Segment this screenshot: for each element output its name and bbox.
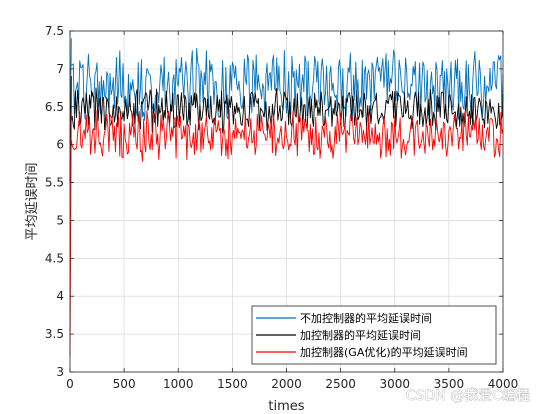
y-axis-ticks: 3 3.5 4 4.5 5 5.5 6 6.5 7 7.5 bbox=[45, 24, 503, 379]
x-tick-label: 4000 bbox=[488, 377, 519, 391]
x-tick-label: 2000 bbox=[271, 377, 302, 391]
x-axis-label: times bbox=[268, 399, 304, 414]
x-tick-label: 0 bbox=[66, 377, 74, 391]
series-line bbox=[69, 76, 504, 183]
series-line bbox=[69, 38, 504, 145]
y-tick-label: 6 bbox=[56, 138, 64, 152]
y-tick-label: 5.5 bbox=[45, 176, 64, 190]
x-tick-label: 3500 bbox=[434, 377, 465, 391]
x-tick-label: 500 bbox=[113, 377, 136, 391]
watermark: CSDN @我爱C编程 bbox=[406, 388, 530, 404]
x-tick-label: 2500 bbox=[325, 377, 356, 391]
legend-label: 加控制器(GA优化)的平均延误时间 bbox=[300, 345, 468, 359]
y-tick-label: 3.5 bbox=[45, 327, 64, 341]
y-tick-label: 4.5 bbox=[45, 251, 64, 265]
y-tick-label: 7 bbox=[56, 62, 64, 76]
y-tick-label: 4 bbox=[56, 289, 64, 303]
x-axis-ticks: 0 500 1000 1500 2000 2500 3000 3500 4000 bbox=[66, 31, 518, 391]
series-lines bbox=[69, 38, 504, 357]
x-tick-label: 1000 bbox=[163, 377, 194, 391]
legend-label: 加控制器的平均延误时间 bbox=[300, 328, 421, 342]
x-tick-label: 3000 bbox=[379, 377, 410, 391]
x-tick-label: 1500 bbox=[217, 377, 248, 391]
y-tick-label: 6.5 bbox=[45, 100, 64, 114]
y-tick-label: 3 bbox=[56, 365, 64, 379]
series-line bbox=[69, 108, 504, 357]
y-tick-label: 7.5 bbox=[45, 24, 64, 38]
y-axis-label: 平均延误时间 bbox=[25, 162, 40, 240]
y-tick-label: 5 bbox=[56, 213, 64, 227]
legend-label: 不加控制器的平均延误时间 bbox=[300, 311, 432, 325]
